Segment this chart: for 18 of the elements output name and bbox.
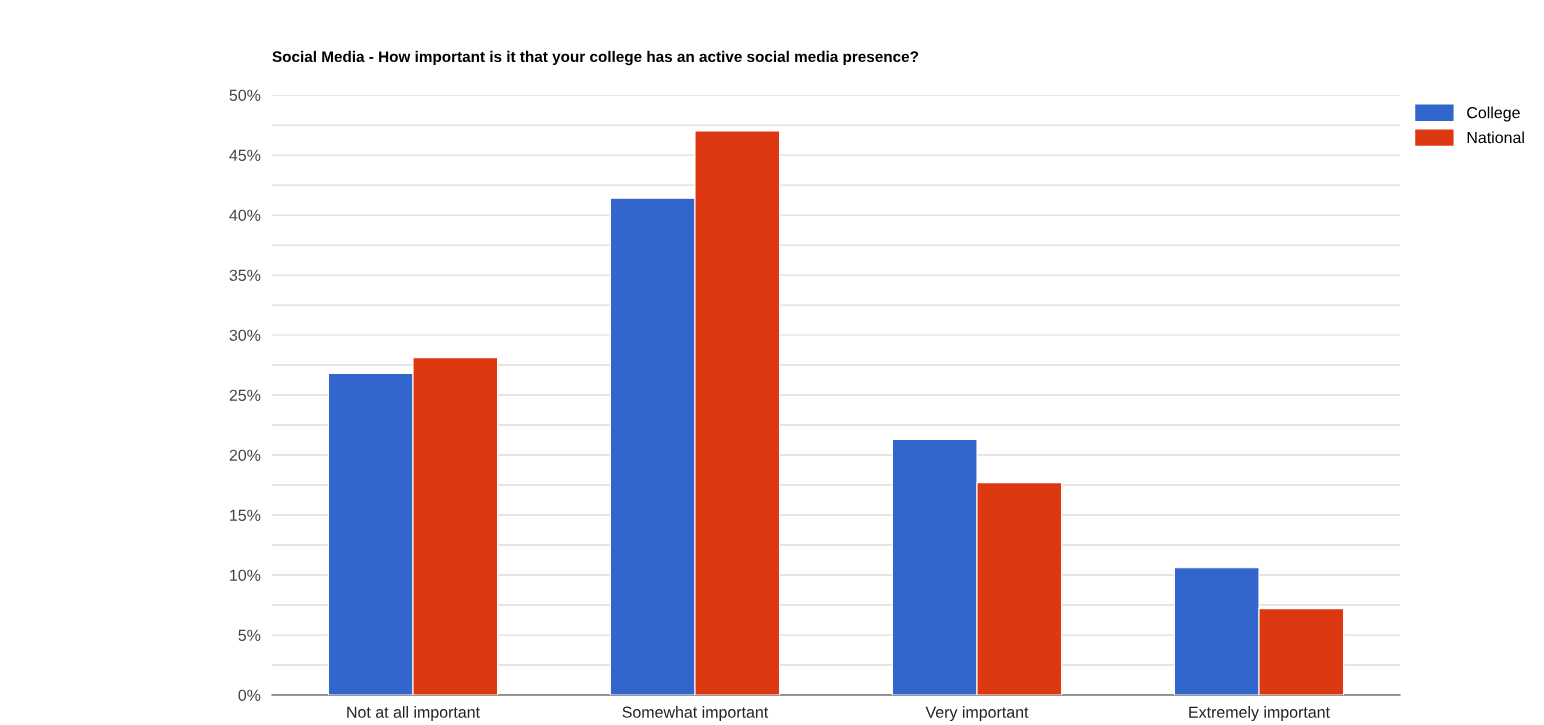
y-tick-label: 15% (230, 509, 261, 521)
chart-title: Social Media - How important is it that your college has an active social media presence? (272, 50, 919, 66)
x-tick-label: Not at all important (347, 706, 480, 721)
legend-label: National (1467, 131, 1524, 144)
y-tick-label: 0% (238, 689, 261, 701)
y-tick-label: 10% (230, 569, 261, 581)
y-tick-label: 45% (229, 149, 261, 161)
y-tick-label: 35% (229, 269, 261, 281)
y-tick-label: 20% (229, 449, 261, 461)
y-tick-label: 50% (229, 89, 261, 101)
y-tick-label: 25% (229, 389, 261, 401)
x-tick-label: Very important (925, 706, 1029, 721)
x-tick-label: Somewhat important (622, 706, 769, 721)
y-tick-label: 5% (238, 629, 261, 641)
y-tick-label: 40% (229, 209, 261, 221)
y-tick-label: 30% (229, 329, 261, 341)
x-tick-label: Extremely important (1189, 706, 1330, 721)
legend-label: College (1467, 106, 1520, 122)
